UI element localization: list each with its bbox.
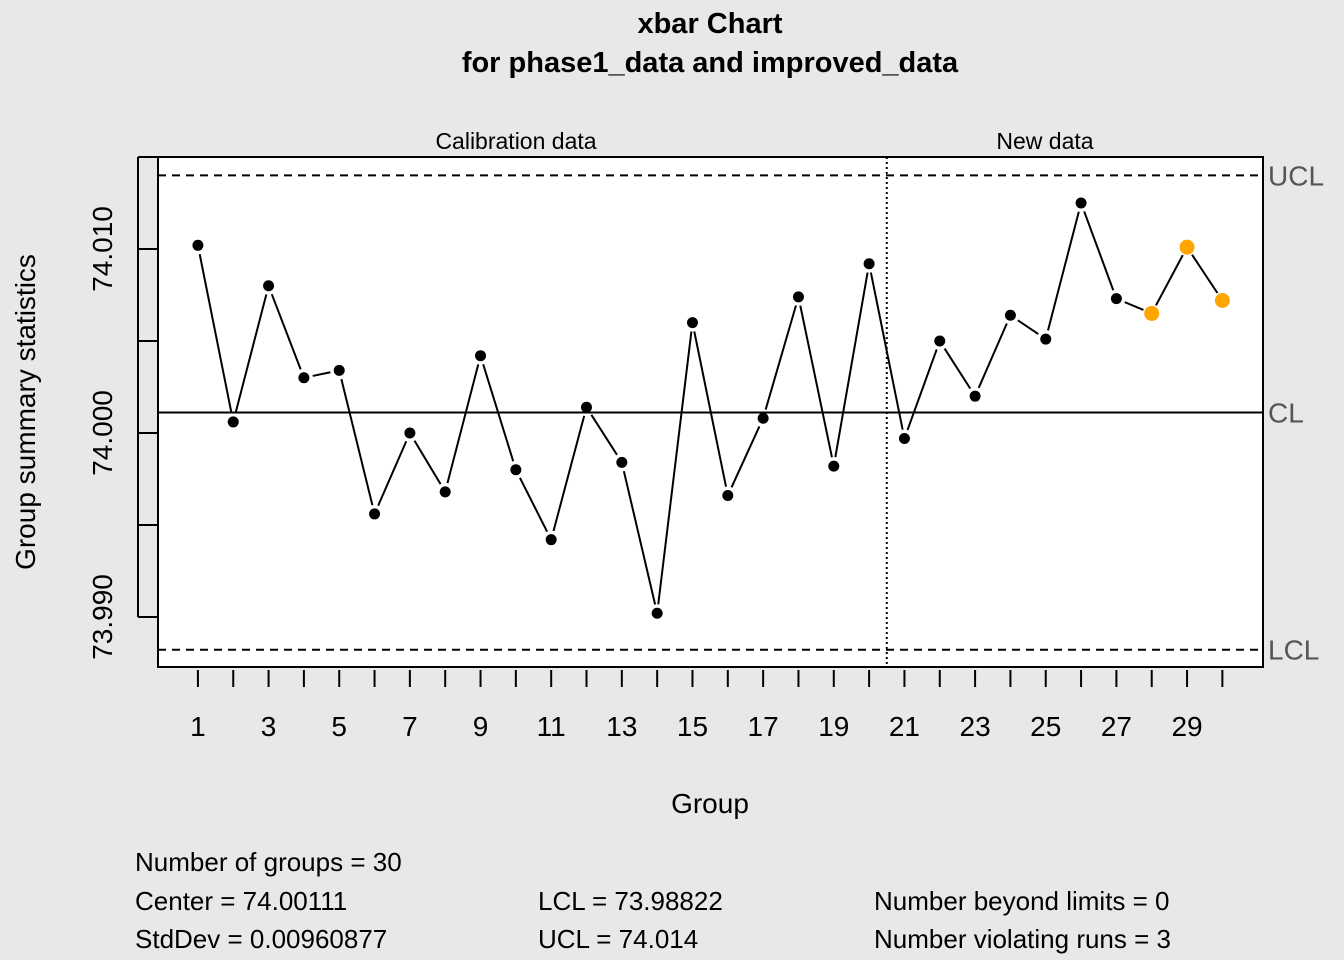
y-tick-label: 73.990 bbox=[87, 574, 118, 660]
data-point bbox=[686, 317, 698, 329]
data-point bbox=[722, 490, 734, 502]
data-point bbox=[369, 508, 381, 520]
y-tick-label: 74.000 bbox=[87, 390, 118, 476]
chart-title: xbar Chart bbox=[637, 8, 782, 40]
series-segment bbox=[622, 470, 657, 605]
data-point bbox=[863, 258, 875, 270]
x-axis-label: Group bbox=[671, 788, 749, 819]
x-tick-label: 27 bbox=[1101, 711, 1132, 742]
series-segment bbox=[377, 440, 408, 507]
series-segment bbox=[1047, 211, 1080, 331]
series-segment bbox=[590, 414, 618, 456]
series-segment bbox=[943, 348, 972, 390]
data-point bbox=[192, 239, 204, 251]
section-label-new: New data bbox=[996, 128, 1093, 154]
series-segment bbox=[340, 378, 374, 506]
data-point bbox=[616, 456, 628, 468]
stat-ucl: UCL = 74.014 bbox=[538, 924, 698, 954]
x-tick-label: 3 bbox=[261, 711, 277, 742]
x-tick-label: 23 bbox=[960, 711, 991, 742]
x-tick-label: 21 bbox=[889, 711, 920, 742]
series-segment bbox=[764, 305, 797, 410]
x-tick-label: 25 bbox=[1030, 711, 1061, 742]
series-segment bbox=[869, 272, 904, 430]
stat-lcl: LCL = 73.98822 bbox=[538, 886, 723, 916]
data-point bbox=[404, 427, 416, 439]
series-segment bbox=[1083, 211, 1115, 291]
series-segment bbox=[482, 364, 515, 462]
cl-label: CL bbox=[1268, 398, 1304, 429]
x-tick-label: 17 bbox=[748, 711, 779, 742]
series-segment bbox=[234, 294, 268, 414]
series-segment bbox=[799, 305, 833, 458]
x-tick-label: 1 bbox=[190, 711, 206, 742]
data-point bbox=[1075, 197, 1087, 209]
x-tick-label: 11 bbox=[537, 711, 566, 742]
x-tick-label: 15 bbox=[677, 711, 708, 742]
x-tick-label: 7 bbox=[402, 711, 418, 742]
data-point bbox=[298, 372, 310, 384]
data-point bbox=[263, 280, 275, 292]
violating-point bbox=[1214, 293, 1230, 309]
data-point bbox=[1110, 293, 1122, 305]
data-point bbox=[898, 432, 910, 444]
stat-center: Center = 74.00111 bbox=[135, 886, 347, 916]
data-point bbox=[792, 291, 804, 303]
data-point bbox=[475, 350, 487, 362]
section-label-calibration: Calibration data bbox=[435, 128, 596, 154]
series-segment bbox=[834, 272, 869, 458]
series-segment bbox=[730, 426, 761, 488]
x-tick-label: 29 bbox=[1171, 711, 1202, 742]
x-tick-label: 5 bbox=[331, 711, 347, 742]
series-segment bbox=[977, 323, 1008, 389]
series-segment bbox=[552, 415, 586, 532]
chart-subtitle: for phase1_data and improved_data bbox=[462, 47, 959, 79]
series-segment bbox=[1017, 319, 1039, 335]
series-segment bbox=[1191, 254, 1219, 294]
data-point bbox=[969, 390, 981, 402]
x-tick-label: 13 bbox=[606, 711, 637, 742]
violating-point bbox=[1144, 305, 1160, 321]
x-tick-label: 9 bbox=[473, 711, 489, 742]
series-segment bbox=[906, 349, 938, 431]
series-segment bbox=[657, 331, 693, 605]
data-point bbox=[1004, 309, 1016, 321]
data-point bbox=[828, 460, 840, 472]
series-segment bbox=[693, 331, 727, 487]
series-segment bbox=[519, 477, 549, 533]
violating-point bbox=[1179, 239, 1195, 255]
data-point bbox=[227, 416, 239, 428]
series-segment bbox=[270, 293, 302, 370]
stat-violating-runs: Number violating runs = 3 bbox=[874, 924, 1171, 954]
stat-groups: Number of groups = 30 bbox=[135, 847, 402, 877]
stat-stddev: StdDev = 0.00960877 bbox=[135, 924, 387, 954]
y-axis-label: Group summary statistics bbox=[10, 254, 41, 570]
series-segment bbox=[1155, 254, 1184, 306]
lcl-label: LCL bbox=[1268, 635, 1319, 666]
data-point bbox=[545, 534, 557, 546]
data-point bbox=[510, 464, 522, 476]
series-segment bbox=[198, 253, 233, 414]
series-segment bbox=[1124, 301, 1144, 311]
data-point bbox=[651, 607, 663, 619]
series-segment bbox=[446, 364, 480, 484]
stat-beyond-limits: Number beyond limits = 0 bbox=[874, 886, 1170, 916]
series-segment bbox=[312, 371, 331, 377]
y-tick-label: 74.010 bbox=[87, 206, 118, 292]
data-point bbox=[757, 412, 769, 424]
data-point bbox=[934, 335, 946, 347]
data-point bbox=[581, 401, 593, 413]
data-point bbox=[1040, 333, 1052, 345]
data-point bbox=[439, 486, 451, 498]
ucl-label: UCL bbox=[1268, 160, 1324, 191]
x-tick-label: 19 bbox=[818, 711, 849, 742]
series-segment bbox=[413, 440, 442, 485]
data-point bbox=[333, 364, 345, 376]
